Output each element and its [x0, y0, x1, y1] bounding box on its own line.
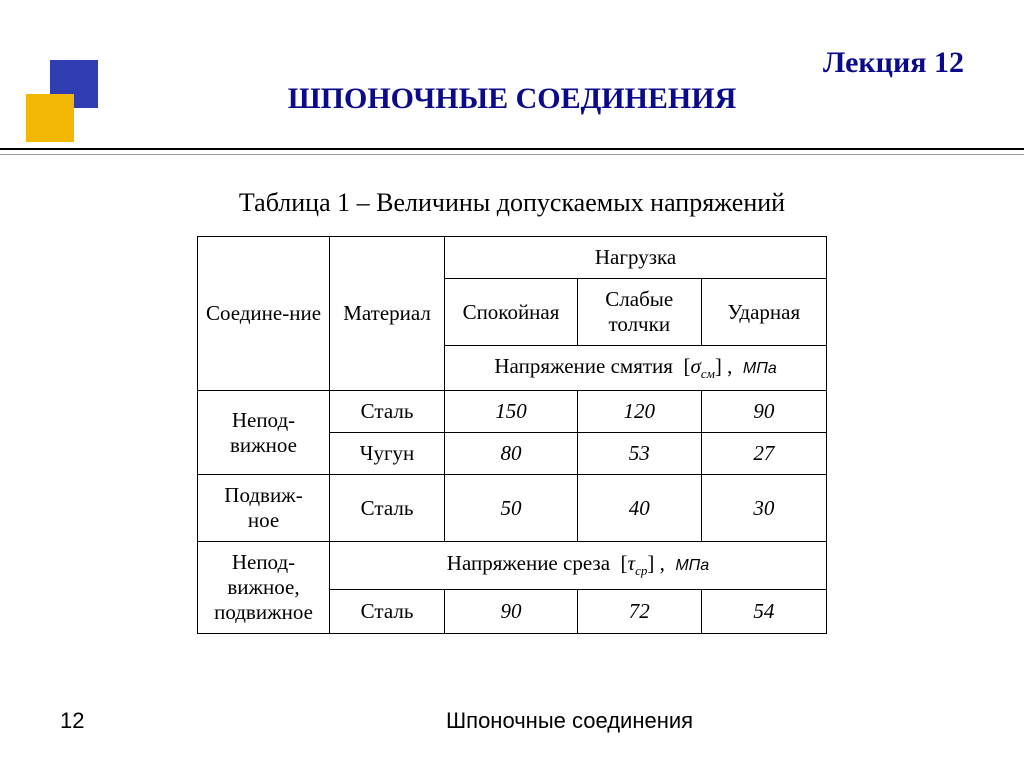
row-movable-l2: ное	[248, 508, 279, 532]
slide: Лекция 12 ШПОНОЧНЫЕ СОЕДИНЕНИЯ Таблица 1…	[0, 0, 1024, 768]
row-fixed: Непод- вижное	[198, 391, 330, 475]
cell-value: 120	[577, 391, 701, 433]
row-both-l1: Непод-	[232, 550, 295, 574]
header-crush-stress: Напряжение смятия [σсм] , МПа	[445, 346, 827, 391]
tau-subscript: ср	[635, 564, 647, 579]
row-movable-l1: Подвиж-	[224, 483, 302, 507]
crush-prefix: Напряжение смятия	[494, 354, 678, 378]
header-shear-stress: Напряжение среза [τср] , МПа	[329, 542, 826, 590]
cell-material: Чугун	[329, 433, 444, 475]
stress-table: Соедине-ние Материал Нагрузка Спокойная …	[197, 236, 827, 634]
cell-value: 80	[445, 433, 578, 475]
footer-page-number: 12	[60, 708, 84, 734]
header-rule-shadow	[0, 154, 1024, 155]
cell-value: 53	[577, 433, 701, 475]
header-connection: Соедине-ние	[198, 237, 330, 391]
header-calm: Спокойная	[445, 279, 578, 346]
cell-value: 90	[445, 589, 578, 633]
cell-value: 50	[445, 475, 578, 542]
slide-title: ШПОНОЧНЫЕ СОЕДИНЕНИЯ	[0, 82, 1024, 116]
cell-value: 30	[701, 475, 826, 542]
row-fixed-l2: вижное	[230, 433, 297, 457]
row-fixed-l1: Непод-	[232, 408, 295, 432]
header-weak-shocks-l1: Слабые	[605, 287, 673, 311]
cell-material: Сталь	[329, 589, 444, 633]
table-caption: Таблица 1 – Величины допускаемых напряже…	[0, 188, 1024, 218]
cell-value: 150	[445, 391, 578, 433]
header-weak-shocks-l2: толчки	[608, 312, 670, 336]
crush-unit: МПа	[743, 360, 777, 377]
shear-prefix: Напряжение среза	[447, 551, 615, 575]
footer-text: Шпоночные соединения	[446, 708, 693, 734]
row-both: Непод- вижное, подвижное	[198, 542, 330, 634]
row-both-l2: вижное,	[227, 575, 299, 599]
header-rule	[0, 148, 1024, 150]
cell-value: 27	[701, 433, 826, 475]
shear-unit: МПа	[675, 557, 709, 574]
tau-symbol: τ	[628, 551, 636, 575]
cell-material: Сталь	[329, 475, 444, 542]
cell-value: 40	[577, 475, 701, 542]
sigma-subscript: см	[701, 366, 715, 381]
header-load: Нагрузка	[445, 237, 827, 279]
row-movable: Подвиж- ное	[198, 475, 330, 542]
header-material: Материал	[329, 237, 444, 391]
cell-value: 90	[701, 391, 826, 433]
lecture-number: Лекция 12	[823, 46, 964, 80]
cell-material: Сталь	[329, 391, 444, 433]
cell-value: 54	[701, 589, 826, 633]
cell-value: 72	[577, 589, 701, 633]
row-both-l3: подвижное	[214, 600, 313, 624]
header-weak-shocks: Слабые толчки	[577, 279, 701, 346]
header-impact: Ударная	[701, 279, 826, 346]
sigma-symbol: σ	[690, 354, 700, 378]
